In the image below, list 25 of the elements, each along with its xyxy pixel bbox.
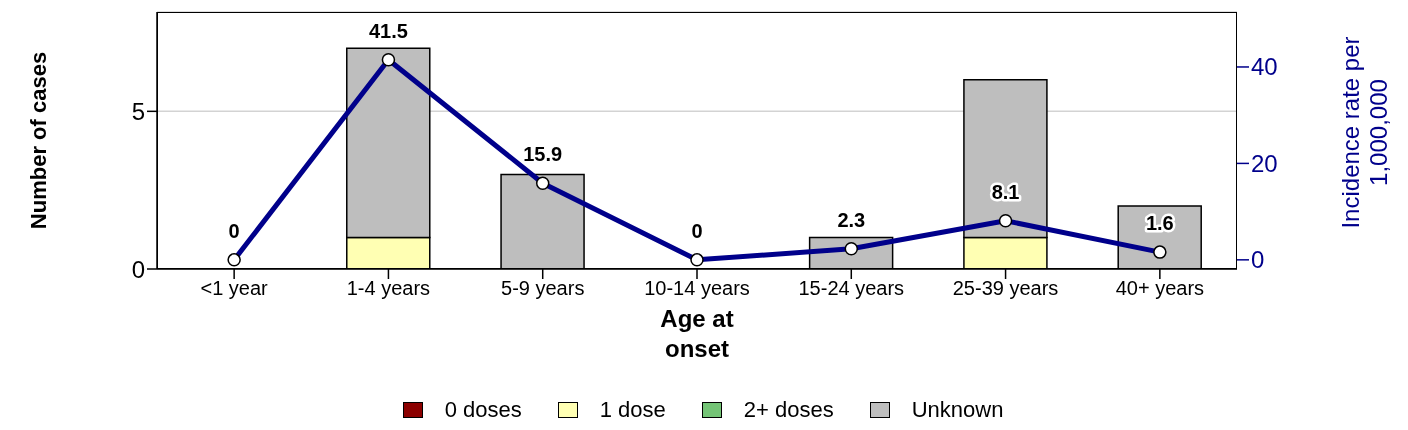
data-label: 0 bbox=[228, 219, 240, 242]
y2-tick-label: 0 bbox=[1251, 246, 1265, 274]
data-label: 0 bbox=[691, 219, 703, 242]
legend-label: 2+ doses bbox=[743, 397, 834, 423]
y-axis-title: Number of cases bbox=[25, 51, 51, 230]
data-label: 15.9 bbox=[523, 143, 563, 166]
y-tick-label: 5 bbox=[131, 97, 145, 125]
x-tick-label: 5-9 years bbox=[501, 277, 585, 300]
x-axis-title: Age at onset bbox=[660, 305, 734, 362]
data-label: 1.6 bbox=[1145, 212, 1174, 235]
x-tick-label: 40+ years bbox=[1115, 277, 1205, 300]
legend-label: 1 dose bbox=[599, 397, 666, 423]
legend-label: 0 doses bbox=[444, 397, 522, 423]
y2-tick-label: 40 bbox=[1251, 53, 1278, 81]
x-tick-label: 15-24 years bbox=[798, 277, 905, 300]
x-tick-label: <1 year bbox=[200, 277, 269, 300]
data-label: 41.5 bbox=[368, 19, 408, 42]
x-tick-label: 1-4 years bbox=[346, 277, 431, 300]
x-tick-label: 25-39 years bbox=[952, 277, 1059, 300]
data-label: 8.1 bbox=[991, 180, 1020, 203]
y2-tick-label: 20 bbox=[1251, 149, 1278, 177]
x-tick-label: 10-14 years bbox=[644, 277, 750, 300]
data-label: 2.3 bbox=[837, 208, 866, 231]
y2-axis-title: Incidence rate per 1,000,000 bbox=[1337, 36, 1392, 229]
legend-label: Unknown bbox=[911, 397, 1004, 423]
